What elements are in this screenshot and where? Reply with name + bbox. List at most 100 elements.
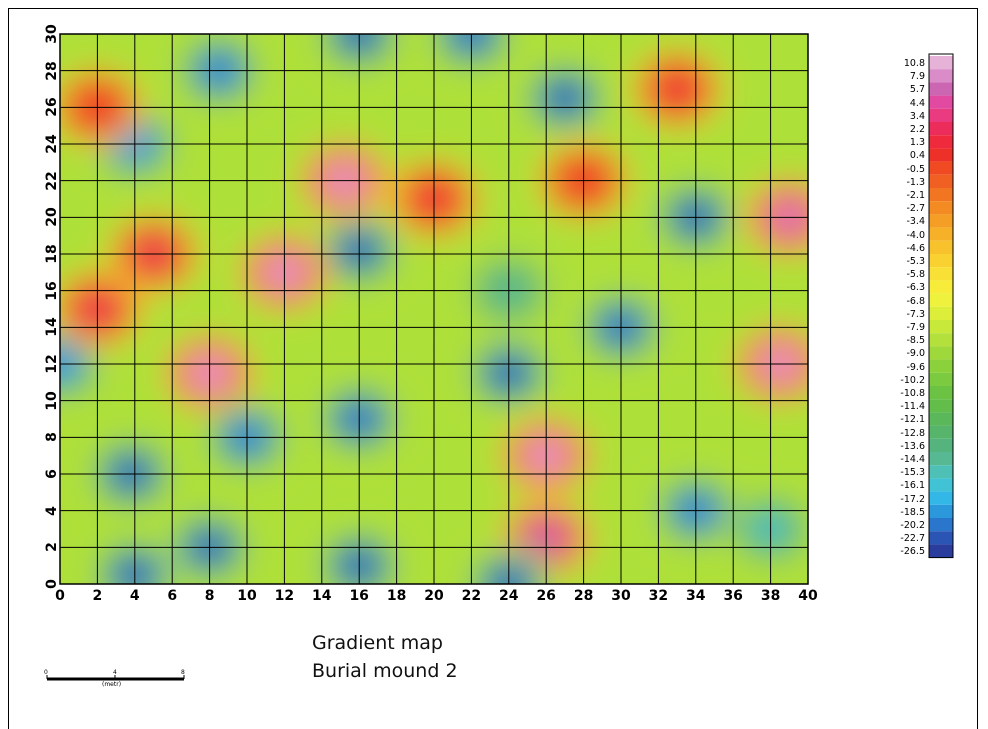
colorbar-label-21: -8.5 [906,335,925,347]
x-tick-label-28: 28 [573,588,594,604]
heatmap-feature-8-ring-3 [548,83,582,113]
colorbar-label-24: -10.2 [900,374,925,386]
colorbar-label-4: 3.4 [909,110,925,122]
colorbar-label-36: -22.7 [900,533,925,545]
scale-label-8: 8 [181,669,185,676]
x-tick-label-20: 20 [424,588,444,604]
colorbar-label-34: -18.5 [900,506,925,518]
scale-unit-label: (metr) [102,681,122,688]
colorbar-label-6: 1.3 [909,137,925,149]
colorbar-label-31: -15.3 [900,467,925,479]
y-tick-label-30: 30 [44,24,60,44]
map-title: Gradient map [312,632,443,654]
colorbar-label-14: -4.6 [906,242,925,254]
x-tick-label-18: 18 [386,588,407,604]
x-tick-label-32: 32 [648,588,669,604]
y-tick-label-16: 16 [44,280,60,301]
y-tick-label-26: 26 [44,97,60,118]
colorbar-label-27: -12.1 [900,414,925,426]
colorbar-label-28: -12.8 [900,427,925,439]
y-tick-label-6: 6 [44,469,60,479]
x-tick-label-14: 14 [312,588,332,604]
x-tick-label-2: 2 [92,588,103,604]
x-tick-label-4: 4 [129,588,140,604]
colorbar-swatch-7 [929,148,953,162]
x-tick-label-8: 8 [204,588,215,604]
colorbar-swatch-0 [929,56,953,70]
colorbar-label-18: -6.8 [906,295,925,307]
y-tick-label-22: 22 [44,170,60,191]
colorbar-label-11: -2.7 [906,203,925,215]
colorbar-label-15: -5.3 [906,256,925,267]
y-tick-label-2: 2 [44,542,60,553]
colorbar-swatch-35 [929,518,953,532]
colorbar-swatch-34 [929,504,953,518]
colorbar-label-8: -0.5 [906,163,925,175]
colorbar-swatch-15 [929,254,953,268]
y-tick-label-4: 4 [44,505,60,516]
colorbar-label-17: -6.3 [906,282,925,294]
colorbar-swatch-3 [929,95,953,109]
colorbar-swatch-10 [929,188,953,202]
x-tick-label-36: 36 [723,588,743,604]
y-tick-label-14: 14 [44,317,60,338]
colorbar-label-22: -9.0 [906,348,925,360]
colorbar-label-2: 5.7 [909,84,925,96]
colorbar-swatch-31 [929,465,953,479]
x-tick-label-6: 6 [167,588,178,604]
colorbar-swatch-26 [929,399,953,413]
colorbar-swatch-1 [929,69,953,83]
scale-label-0: 0 [44,669,48,676]
x-tick-label-0: 0 [55,588,65,604]
y-tick-label-28: 28 [44,60,60,81]
y-tick-label-0: 0 [44,579,60,589]
colorbar-label-10: -2.1 [906,190,925,201]
colorbar-swatch-24 [929,372,953,386]
map-subtitle: Burial mound 2 [312,660,458,682]
colorbar-swatch-20 [929,320,953,334]
x-tick-label-10: 10 [237,588,257,604]
x-tick-label-30: 30 [611,588,631,604]
colorbar-swatch-37 [929,544,953,558]
colorbar-label-32: -16.1 [900,480,925,492]
colorbar-label-9: -1.3 [906,176,925,188]
y-tick-label-20: 20 [44,207,60,228]
colorbar-swatch-32 [929,478,953,492]
colorbar-label-20: -7.9 [906,322,925,333]
colorbar-swatch-23 [929,359,953,373]
colorbar-swatch-33 [929,491,953,505]
x-tick-label-12: 12 [274,588,295,604]
colorbar-swatch-17 [929,280,953,294]
colorbar-label-13: -4.0 [906,229,925,241]
y-tick-label-12: 12 [44,354,60,374]
colorbar-label-30: -14.4 [900,454,925,465]
y-tick-label-24: 24 [44,134,60,154]
colorbar-swatch-25 [929,386,953,400]
colorbar-label-7: 0.4 [909,150,925,162]
figure-frame [8,8,978,729]
colorbar-label-12: -3.4 [906,216,925,228]
colorbar-swatch-14 [929,240,953,254]
colorbar-swatch-30 [929,452,953,466]
colorbar-swatch-21 [929,333,953,347]
x-tick-label-24: 24 [499,588,519,604]
x-tick-label-34: 34 [686,588,706,604]
colorbar-swatch-13 [929,227,953,241]
colorbar-label-37: -26.5 [900,546,925,558]
plot-border [59,33,809,585]
colorbar-label-26: -11.4 [900,401,925,413]
colorbar-label-0: 10.8 [903,58,925,69]
colorbar-swatch-11 [929,201,953,215]
colorbar [928,53,954,559]
colorbar-label-23: -9.6 [906,361,925,373]
colorbar-label-29: -13.6 [900,440,925,452]
colorbar-swatch-4 [929,108,953,122]
y-tick-label-8: 8 [44,432,60,443]
colorbar-label-19: -7.3 [906,308,925,320]
colorbar-swatch-22 [929,346,953,360]
colorbar-swatch-19 [929,306,953,320]
colorbar-swatch-12 [929,214,953,228]
colorbar-swatch-8 [929,161,953,175]
y-tick-label-10: 10 [44,390,60,411]
